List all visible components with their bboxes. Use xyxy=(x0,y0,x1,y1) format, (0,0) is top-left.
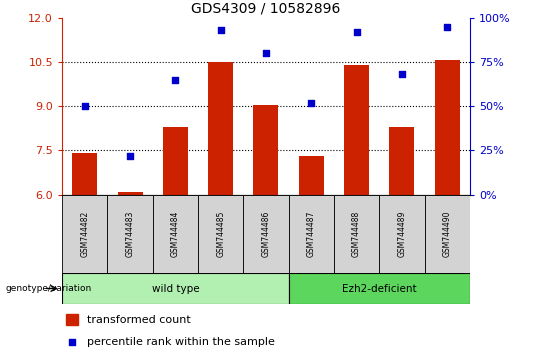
Bar xyxy=(288,195,334,273)
Bar xyxy=(288,273,470,304)
Text: transformed count: transformed count xyxy=(86,315,190,325)
Bar xyxy=(62,273,288,304)
Bar xyxy=(344,65,369,195)
Bar xyxy=(253,105,279,195)
Text: GSM744483: GSM744483 xyxy=(126,210,134,257)
Bar xyxy=(198,195,244,273)
Text: GSM744485: GSM744485 xyxy=(216,210,225,257)
Point xyxy=(307,100,315,105)
Point xyxy=(443,24,451,29)
Bar xyxy=(299,156,323,195)
Text: GSM744486: GSM744486 xyxy=(261,210,271,257)
Point xyxy=(80,103,89,109)
Text: GSM744488: GSM744488 xyxy=(352,211,361,257)
Point xyxy=(126,153,134,159)
Point xyxy=(68,339,77,344)
Point xyxy=(261,50,270,56)
Bar xyxy=(118,192,143,195)
Bar xyxy=(208,62,233,195)
Text: GSM744489: GSM744489 xyxy=(397,210,406,257)
Bar xyxy=(72,153,97,195)
Text: GSM744482: GSM744482 xyxy=(80,211,89,257)
Text: percentile rank within the sample: percentile rank within the sample xyxy=(86,337,274,347)
Text: wild type: wild type xyxy=(152,284,199,293)
Text: GSM744487: GSM744487 xyxy=(307,210,316,257)
Bar xyxy=(62,195,107,273)
Bar xyxy=(379,195,424,273)
Bar xyxy=(435,61,460,195)
Bar xyxy=(153,195,198,273)
Point xyxy=(397,72,406,77)
Title: GDS4309 / 10582896: GDS4309 / 10582896 xyxy=(191,1,341,15)
Point xyxy=(217,27,225,33)
Point xyxy=(352,29,361,35)
Text: genotype/variation: genotype/variation xyxy=(5,284,92,293)
Bar xyxy=(389,127,414,195)
Point xyxy=(171,77,180,82)
Bar xyxy=(424,195,470,273)
Text: GSM744490: GSM744490 xyxy=(443,210,451,257)
Bar xyxy=(107,195,153,273)
Bar xyxy=(244,195,288,273)
Bar xyxy=(66,314,78,325)
Text: GSM744484: GSM744484 xyxy=(171,210,180,257)
Text: Ezh2-deficient: Ezh2-deficient xyxy=(342,284,416,293)
Bar xyxy=(163,127,188,195)
Bar xyxy=(334,195,379,273)
